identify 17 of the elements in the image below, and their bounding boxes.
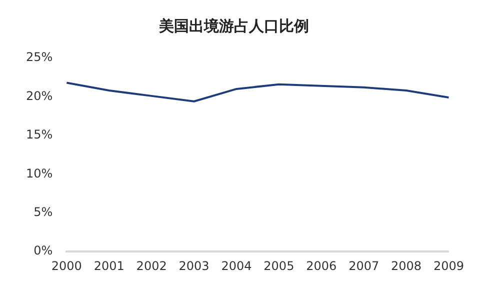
y-tick-label: 15% (26, 128, 53, 142)
x-tick-label: 2004 (221, 258, 252, 273)
x-tick-label: 2000 (51, 258, 82, 273)
x-tick-label: 2007 (348, 258, 380, 273)
y-tick-label: 25% (26, 50, 53, 64)
x-tick-label: 2003 (178, 258, 210, 273)
y-tick-label: 20% (26, 88, 53, 103)
y-tick-label: 0% (34, 244, 53, 258)
x-tick-label: 2006 (306, 258, 337, 273)
y-tick-label: 10% (26, 166, 53, 180)
x-tick-label: 2005 (264, 258, 294, 273)
x-tick-label: 2009 (433, 258, 464, 273)
x-tick-label: 2001 (94, 258, 124, 273)
chart-title: 美国出境游占人口比例 (158, 16, 309, 35)
y-tick-label: 5% (34, 205, 53, 220)
x-tick-label: 2002 (136, 258, 167, 273)
x-tick-label: 2008 (391, 258, 422, 273)
